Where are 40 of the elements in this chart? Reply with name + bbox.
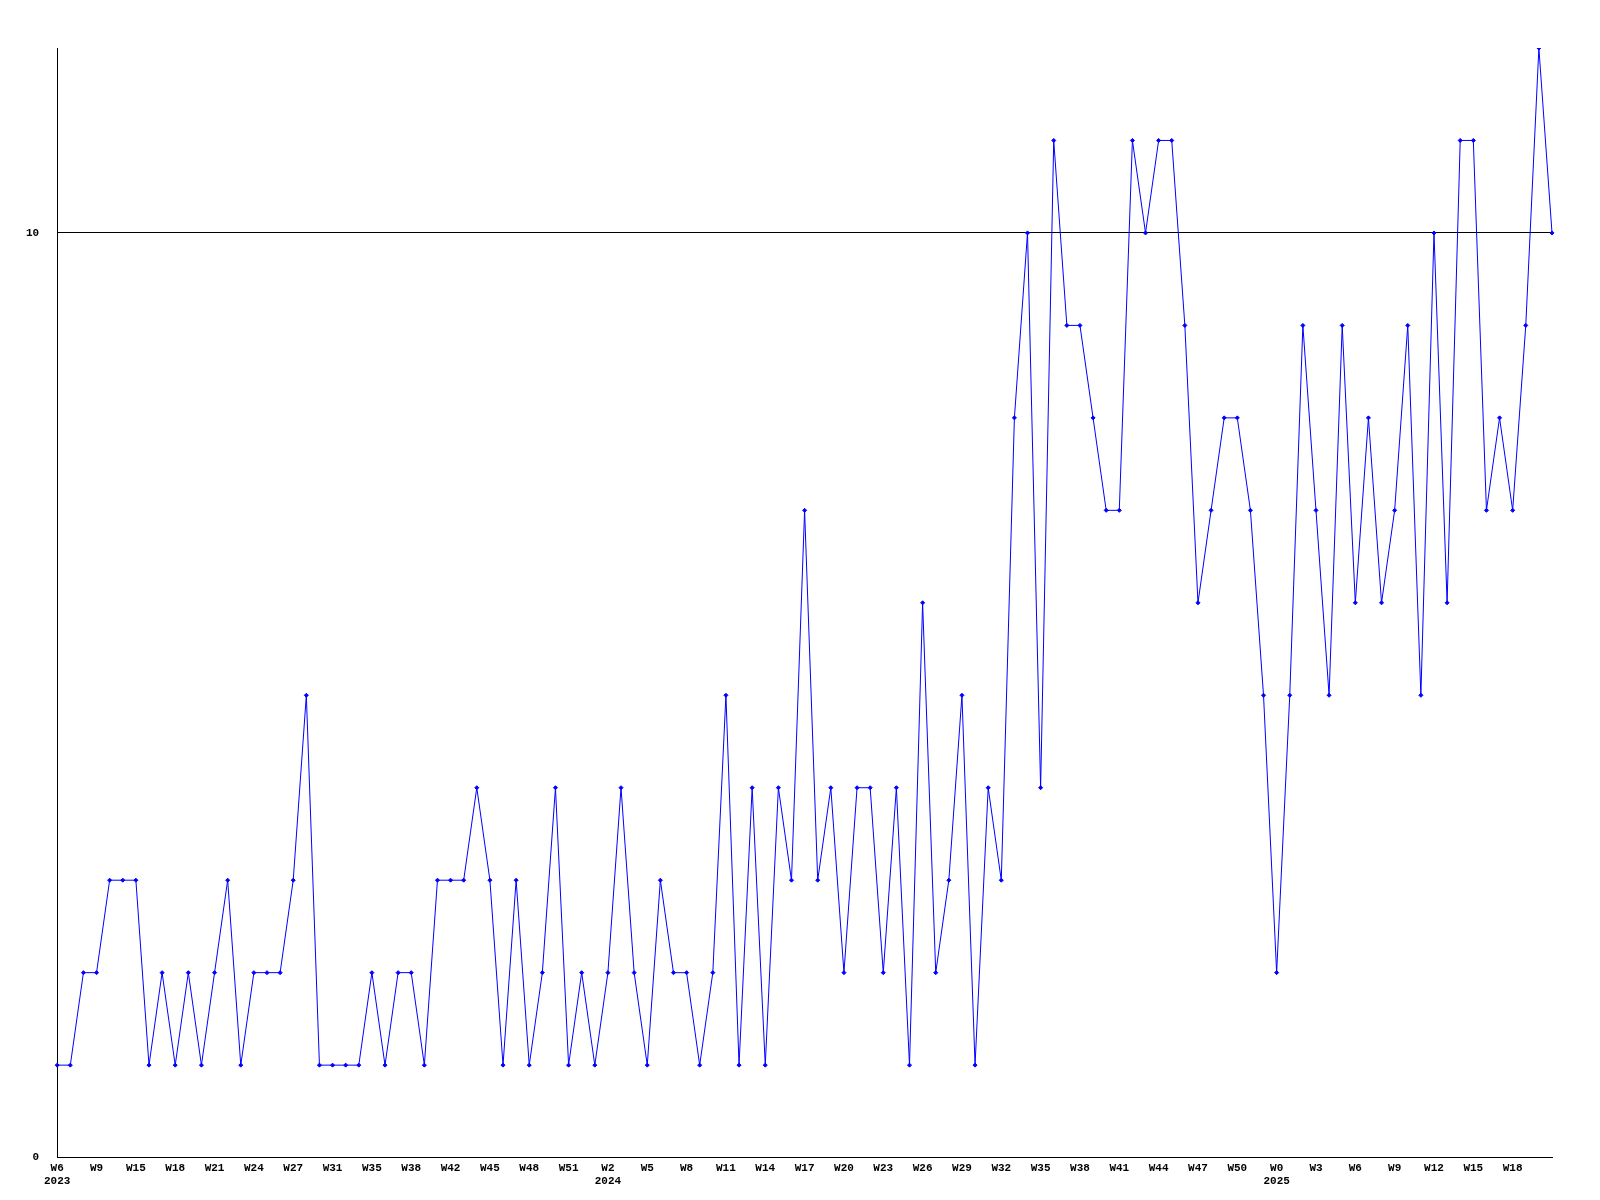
x-tick-label: W15 — [1463, 1161, 1484, 1174]
x-tick-label: W51 — [558, 1161, 579, 1174]
y-tick-label: 10 — [26, 226, 40, 239]
x-tick-label: W26 — [912, 1161, 933, 1174]
x-tick-label: W45 — [480, 1161, 501, 1174]
x-tick-label: W9 — [89, 1161, 104, 1174]
x-tick-label: W8 — [679, 1161, 694, 1174]
x-tick-label: W6 2023 — [44, 1161, 71, 1188]
x-tick-label: W0 2025 — [1263, 1161, 1291, 1188]
x-tick-label: W11 — [716, 1161, 737, 1174]
x-tick-label: W29 — [952, 1161, 972, 1174]
x-tick-label: W38 — [401, 1161, 422, 1174]
x-tick-label: W5 — [640, 1161, 655, 1174]
x-tick-label: W2 2024 — [594, 1161, 622, 1188]
x-tick-label: W24 — [243, 1161, 265, 1174]
x-tick-label: W12 — [1424, 1161, 1444, 1174]
x-tick-label: W50 — [1227, 1161, 1248, 1174]
x-tick-label: W14 — [755, 1161, 776, 1174]
x-tick-label: W42 — [440, 1161, 461, 1174]
x-tick-label: W18 — [1502, 1161, 1523, 1174]
x-tick-label: W6 — [1348, 1161, 1362, 1174]
x-tick-label: W32 — [991, 1161, 1012, 1174]
x-tick-label: W3 — [1309, 1161, 1323, 1174]
x-tick-label: W47 — [1188, 1161, 1208, 1174]
x-tick-label: W17 — [794, 1161, 815, 1174]
x-tick-label: W15 — [125, 1161, 147, 1174]
x-tick-label: W35 — [361, 1161, 383, 1174]
x-tick-label: W38 — [1070, 1161, 1091, 1174]
x-tick-label: W44 — [1148, 1161, 1169, 1174]
x-tick-label: W23 — [873, 1161, 894, 1174]
x-tick-label: W31 — [322, 1161, 343, 1174]
x-tick-label: W41 — [1109, 1161, 1130, 1174]
x-tick-label: W27 — [283, 1161, 304, 1174]
x-tick-label: W18 — [165, 1161, 186, 1174]
x-tick-label: W9 — [1388, 1161, 1402, 1174]
y-tick-label: 0 — [32, 1151, 40, 1164]
x-tick-label: W21 — [204, 1161, 225, 1174]
x-tick-label: W20 — [834, 1161, 854, 1174]
x-tick-label: W48 — [519, 1161, 540, 1174]
x-tick-label: W35 — [1030, 1161, 1051, 1174]
